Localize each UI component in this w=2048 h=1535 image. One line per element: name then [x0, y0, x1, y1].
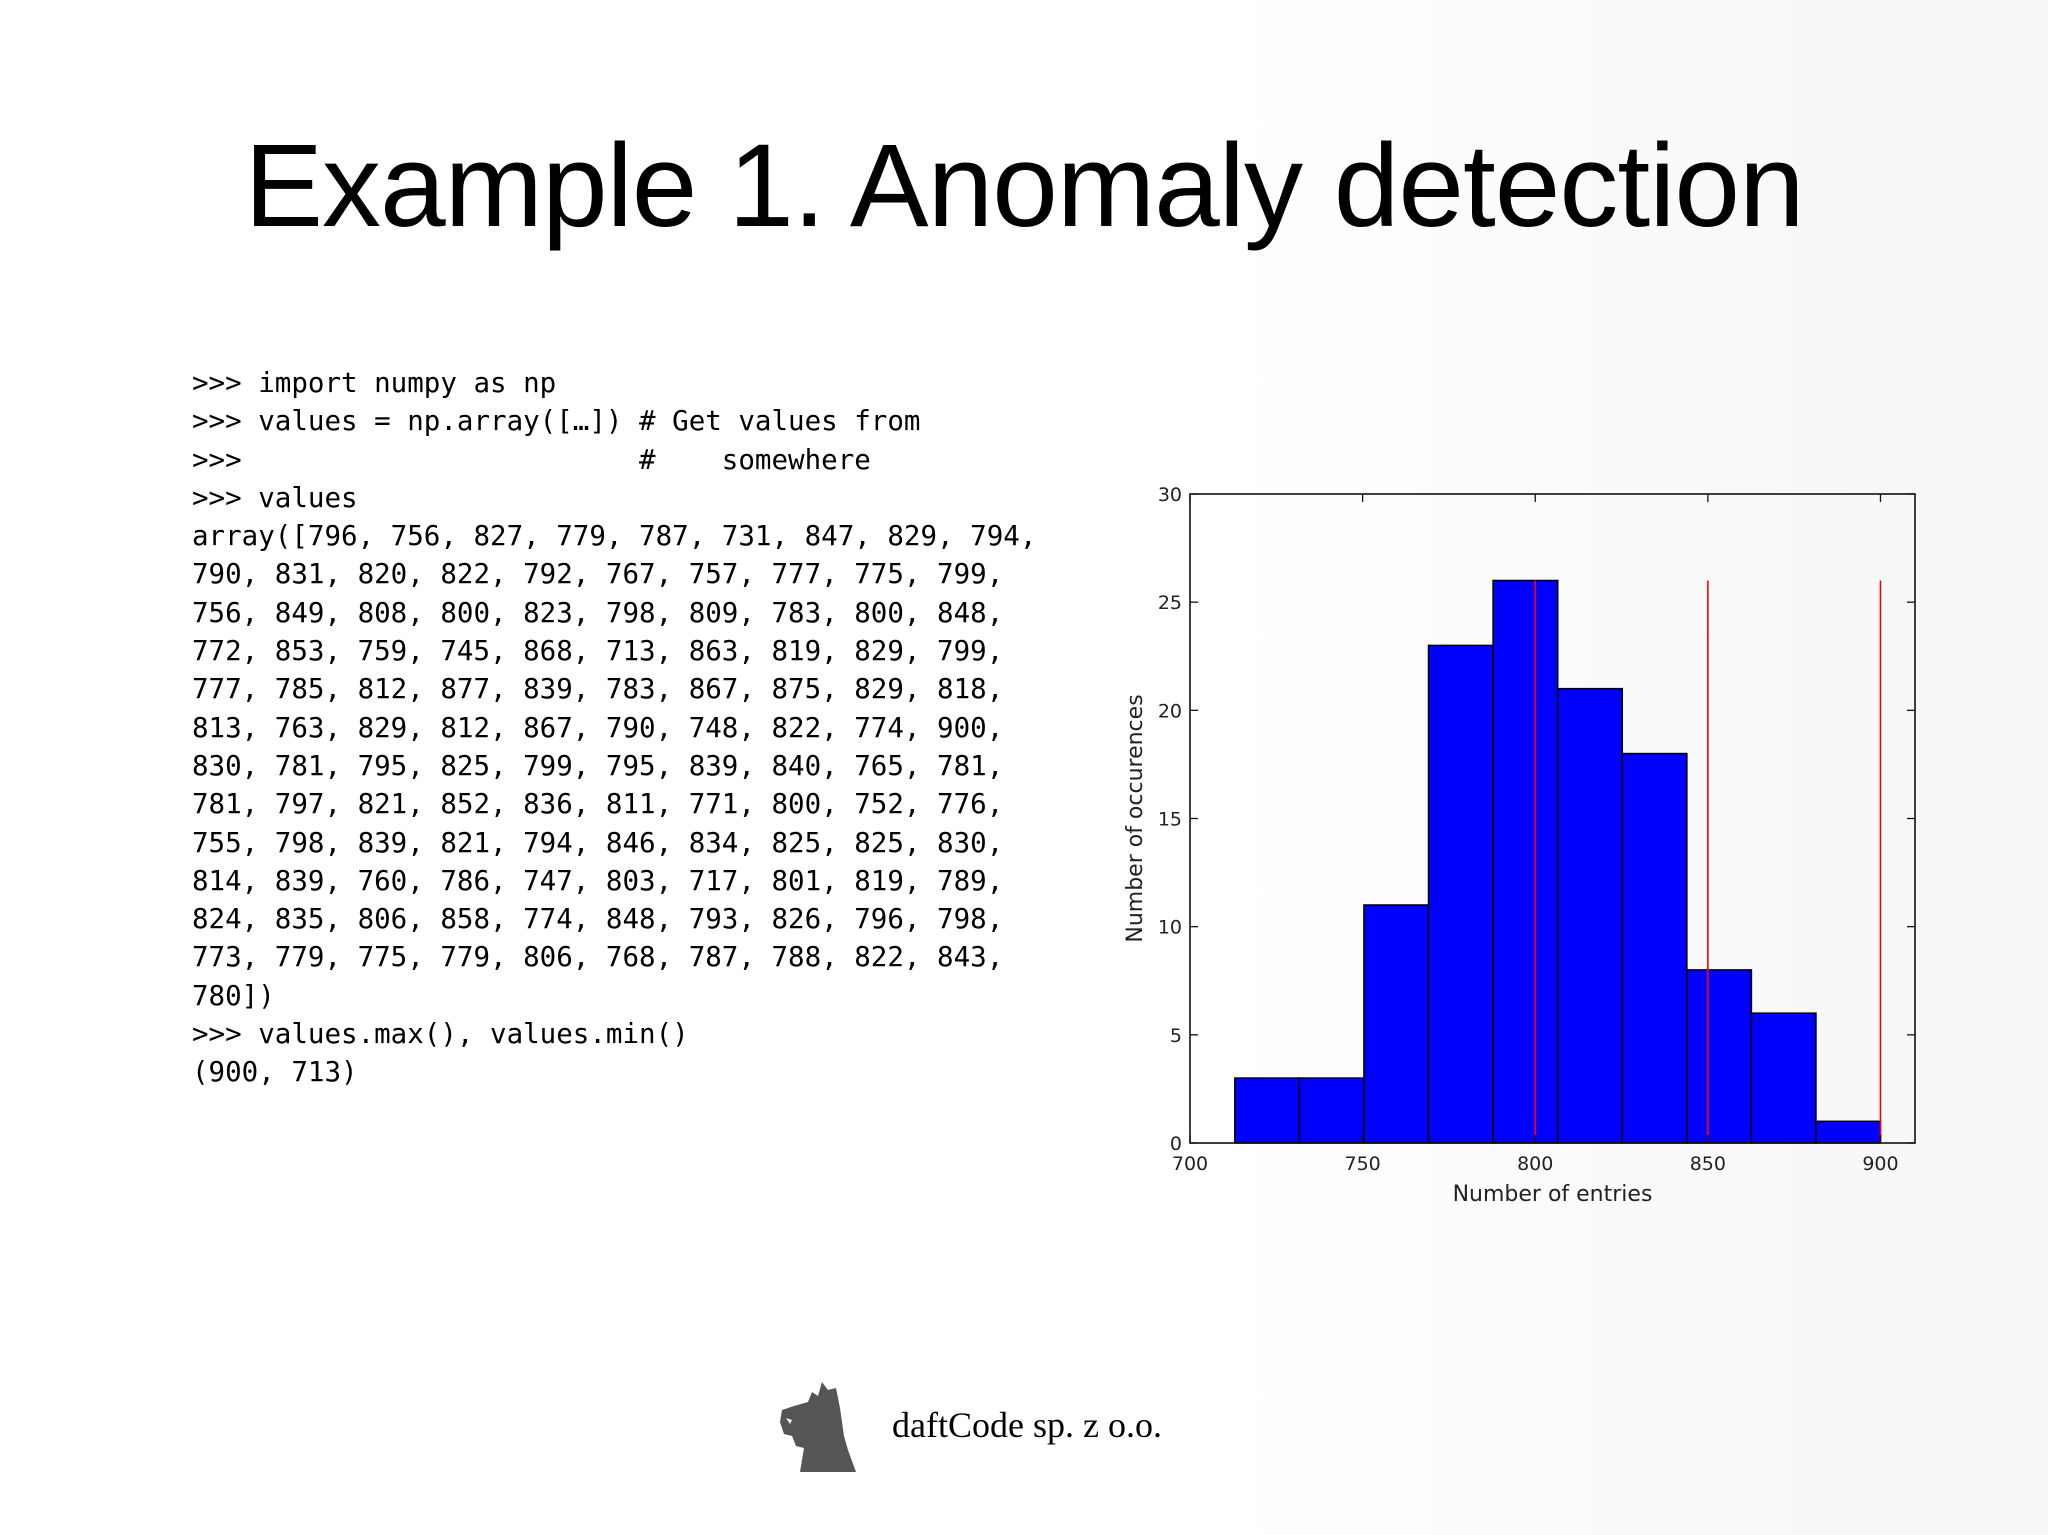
code-line: >>> values = np.array([…]) # Get values … [192, 405, 921, 438]
x-tick-label: 700 [1172, 1153, 1208, 1175]
y-tick-label: 30 [1158, 484, 1182, 506]
code-line: >>> # somewhere [192, 443, 871, 476]
histogram-bar [1685, 969, 1753, 1144]
code-line: 773, 779, 775, 779, 806, 768, 787, 788, … [192, 941, 1004, 974]
company-name: daftCode sp. z o.o. [892, 1405, 1162, 1445]
code-line: 777, 785, 812, 877, 839, 783, 867, 875, … [192, 673, 1004, 706]
histogram-bar [1298, 1077, 1365, 1144]
histogram-bar [1556, 687, 1624, 1144]
x-tick-label: 850 [1690, 1153, 1726, 1175]
code-line: 755, 798, 839, 821, 794, 846, 834, 825, … [192, 826, 1004, 859]
ticks-layer: 700 750 800 850 900 0 5 10 15 20 25 30 [1158, 484, 1915, 1175]
code-line: 830, 781, 795, 825, 799, 795, 839, 840, … [192, 749, 1004, 782]
code-line: 756, 849, 808, 800, 823, 798, 809, 783, … [192, 596, 1004, 629]
x-axis-label: Number of entries [1453, 1182, 1653, 1207]
histogram-bar [1427, 644, 1494, 1144]
y-tick-label: 20 [1158, 700, 1182, 722]
code-line: 824, 835, 806, 858, 774, 848, 793, 826, … [192, 903, 1004, 936]
code-line: 772, 853, 759, 745, 868, 713, 863, 819, … [192, 635, 1004, 668]
histogram-bar [1492, 579, 1559, 1144]
code-block: >>> import numpy as np >>> values = np.ar… [192, 364, 1036, 1092]
code-line: (900, 713) [192, 1056, 358, 1089]
y-tick-label: 25 [1158, 592, 1182, 614]
y-tick-label: 15 [1158, 809, 1182, 831]
histogram-bar [1815, 1120, 1882, 1144]
code-line: >>> values [192, 481, 358, 514]
code-line: 780]) [192, 979, 275, 1012]
daftcode-dog-logo [780, 1382, 856, 1472]
x-tick-label: 750 [1344, 1153, 1380, 1175]
slide-title: Example 1. Anomaly detection [244, 120, 1804, 252]
x-tick-label: 800 [1517, 1153, 1553, 1175]
reference-lines-layer [1534, 580, 1882, 1143]
code-line: >>> values.max(), values.min() [192, 1018, 689, 1051]
code-line: 781, 797, 821, 852, 836, 811, 771, 800, … [192, 788, 1004, 821]
histogram-bar [1750, 1012, 1817, 1144]
histogram-chart: 700 750 800 850 900 0 5 10 15 20 25 30 Number of en… [1123, 484, 1916, 1207]
x-tick-label: 900 [1862, 1153, 1898, 1175]
code-line: array([796, 756, 827, 779, 787, 731, 847… [192, 520, 1037, 553]
y-tick-label: 5 [1170, 1025, 1182, 1047]
histogram-bar [1363, 904, 1430, 1144]
code-line: 814, 839, 760, 786, 747, 803, 717, 801, … [192, 864, 1004, 897]
bars-layer [1234, 579, 1882, 1144]
y-tick-label: 0 [1170, 1133, 1182, 1155]
code-line: 813, 763, 829, 812, 867, 790, 748, 822, … [192, 711, 1004, 744]
y-axis-label: Number of occurences [1123, 694, 1148, 942]
code-line: >>> import numpy as np [192, 367, 557, 399]
y-tick-label: 10 [1158, 917, 1182, 939]
histogram-bar [1234, 1077, 1301, 1144]
code-line: 790, 831, 820, 822, 792, 767, 757, 777, … [192, 558, 1004, 591]
histogram-bar [1621, 752, 1688, 1144]
